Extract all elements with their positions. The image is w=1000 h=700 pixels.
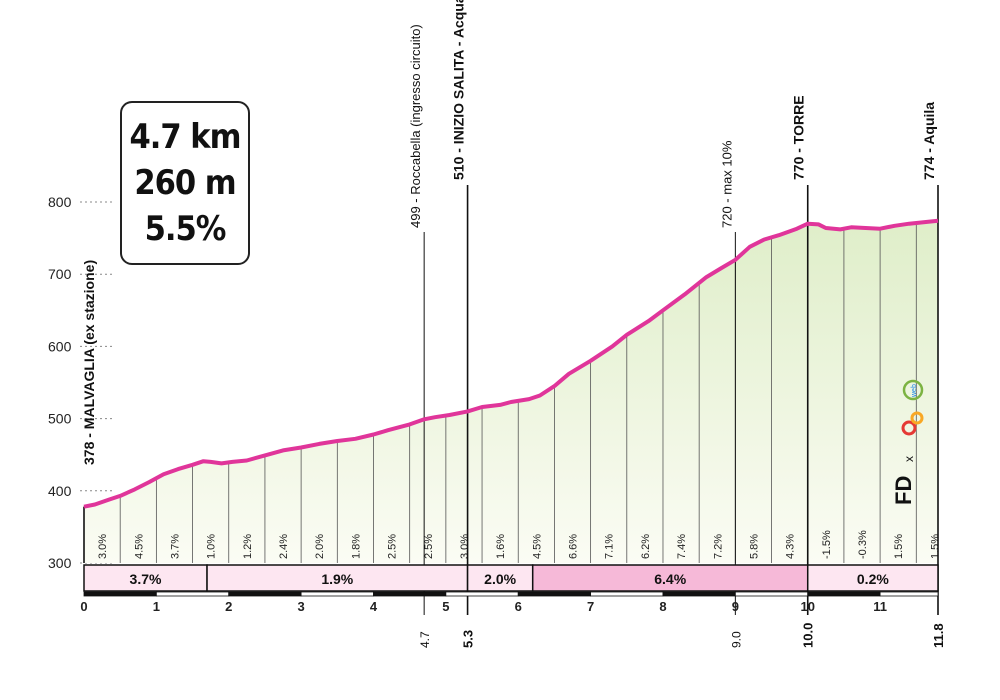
x-axis-scale-bar <box>228 591 302 597</box>
segment-grade-label: 1.8% <box>350 534 362 559</box>
gradient-segment-label: 1.9% <box>321 571 353 587</box>
x-tick-label: 7 <box>587 599 594 614</box>
gradient-segment <box>83 564 208 592</box>
segment-grade-label: 7.2% <box>712 534 724 559</box>
segment-grade-label: 3.7% <box>169 534 181 559</box>
y-tick-label: 700 <box>48 266 72 282</box>
x-axis-scale-bar <box>155 591 230 597</box>
logo-fd-text: FD <box>891 476 916 505</box>
waypoint-label: 499 - Roccabella (ingresso circuito) <box>408 24 423 228</box>
logo-x-text: x <box>902 456 916 462</box>
segment-grade-label: 1.5% <box>929 534 941 559</box>
waypoint-km-label: 5.3 <box>461 630 476 648</box>
x-tick-label: 9 <box>732 599 739 614</box>
segment-grade-label: -0.3% <box>857 530 869 559</box>
x-tick-label: 8 <box>659 599 666 614</box>
waypoint-label: 510 - INIZIO SALITA - Acquarossa <box>451 0 467 180</box>
fd-x-ciclo-logo: FD x web <box>891 379 924 505</box>
y-tick-label: 600 <box>48 338 72 354</box>
segment-grade-label: -1.5% <box>821 530 833 559</box>
segment-grade-label: 1.2% <box>242 534 254 559</box>
climb-stats-box: 4.7 km 260 m 5.5% <box>120 101 250 265</box>
x-tick-label: 3 <box>298 599 305 614</box>
logo-ring-green <box>902 379 924 401</box>
waypoint-label: 770 - TORRE <box>791 95 807 180</box>
segment-grade-label: 2.5% <box>387 534 399 559</box>
gradient-segment-label: 6.4% <box>654 571 686 587</box>
gradient-segment <box>466 564 534 592</box>
waypoint-km-label: 9.0 <box>729 631 743 648</box>
x-tick-label: 10 <box>800 599 814 614</box>
x-axis-scale-bar <box>83 591 157 597</box>
x-tick-label: 1 <box>153 599 160 614</box>
segment-grade-label: 4.5% <box>133 534 145 559</box>
y-tick-label: 400 <box>48 483 72 499</box>
logo-web-text: web <box>911 384 918 398</box>
segment-grade-label: 4.5% <box>531 534 543 559</box>
segment-grade-label: 1.5% <box>893 534 905 559</box>
climb-elevation-gain: 260 m <box>134 163 236 203</box>
segment-grade-label: 2.5% <box>423 534 435 559</box>
segment-grade-label: 7.1% <box>604 534 616 559</box>
segment-grade-label: 1.6% <box>495 534 507 559</box>
y-tick-label: 300 <box>48 555 72 571</box>
segment-grade-label: 1.0% <box>206 534 218 559</box>
x-axis-scale-bar <box>445 591 519 597</box>
segment-grade-label: 3.0% <box>97 534 109 559</box>
logo-ring-red <box>901 420 917 436</box>
x-tick-label: 0 <box>80 599 87 614</box>
x-tick-label: 4 <box>370 599 378 614</box>
x-axis-scale-bar <box>662 591 736 597</box>
segment-grade-label: 3.0% <box>459 534 471 559</box>
gradient-segment-label: 3.7% <box>130 571 162 587</box>
gradient-segment <box>531 564 809 592</box>
x-axis-scale-bar <box>807 591 881 597</box>
segment-grade-label: 6.2% <box>640 534 652 559</box>
climb-average-gradient: 5.5% <box>144 209 227 249</box>
x-tick-label: 5 <box>442 599 449 614</box>
segment-grade-label: 2.4% <box>278 534 290 559</box>
waypoint-label: 378 - MALVAGLIA (ex stazione) <box>81 260 97 465</box>
profile-line <box>83 218 939 509</box>
waypoint-km-label: 4.7 <box>418 631 432 648</box>
gradient-segment-label: 2.0% <box>484 571 516 587</box>
x-tick-label: 11 <box>873 599 887 614</box>
waypoint-km-label: 10.0 <box>801 623 816 648</box>
climb-distance: 4.7 km <box>129 117 241 157</box>
waypoint-km-label: 11.8 <box>931 623 946 648</box>
logo-ring-yellow <box>910 411 924 425</box>
x-axis-scale-bar <box>517 591 592 597</box>
x-axis-scale-bar <box>879 591 939 597</box>
waypoint-label: 720 - max 10% <box>719 140 734 228</box>
segment-grade-label: 6.6% <box>568 534 580 559</box>
profile-area <box>84 220 938 564</box>
gradient-segment-label: 0.2% <box>857 571 889 587</box>
segment-grade-label: 5.8% <box>748 534 760 559</box>
gradient-segment <box>806 564 939 592</box>
x-axis-scale-bar <box>590 591 664 597</box>
y-tick-label: 500 <box>48 411 72 427</box>
segment-grade-label: 2.0% <box>314 534 326 559</box>
x-axis-scale-bar <box>373 591 447 597</box>
x-tick-label: 6 <box>515 599 522 614</box>
segment-grade-label: 4.3% <box>785 534 797 559</box>
x-tick-label: 2 <box>225 599 232 614</box>
x-axis-scale-bar <box>734 591 809 597</box>
waypoint-label: 774 - Aquila <box>921 102 937 180</box>
y-tick-label: 800 <box>48 194 72 210</box>
segment-grade-label: 7.4% <box>676 534 688 559</box>
x-axis-scale-bar <box>300 591 374 597</box>
